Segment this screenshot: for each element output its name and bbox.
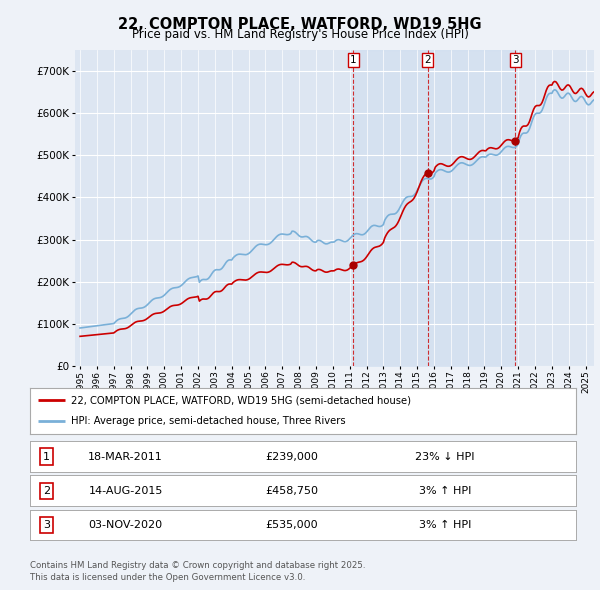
Text: 3% ↑ HPI: 3% ↑ HPI [419, 520, 471, 530]
Text: £535,000: £535,000 [266, 520, 319, 530]
Text: 22, COMPTON PLACE, WATFORD, WD19 5HG (semi-detached house): 22, COMPTON PLACE, WATFORD, WD19 5HG (se… [71, 395, 411, 405]
Text: £458,750: £458,750 [266, 486, 319, 496]
Text: 23% ↓ HPI: 23% ↓ HPI [415, 451, 475, 461]
Text: HPI: Average price, semi-detached house, Three Rivers: HPI: Average price, semi-detached house,… [71, 416, 346, 426]
Text: £239,000: £239,000 [266, 451, 319, 461]
Text: 1: 1 [43, 451, 50, 461]
Text: 1: 1 [350, 55, 356, 65]
Text: 2: 2 [424, 55, 431, 65]
Text: 3: 3 [43, 520, 50, 530]
Text: 18-MAR-2011: 18-MAR-2011 [88, 451, 163, 461]
Text: 14-AUG-2015: 14-AUG-2015 [88, 486, 163, 496]
Text: Price paid vs. HM Land Registry's House Price Index (HPI): Price paid vs. HM Land Registry's House … [131, 28, 469, 41]
Text: 22, COMPTON PLACE, WATFORD, WD19 5HG: 22, COMPTON PLACE, WATFORD, WD19 5HG [118, 17, 482, 31]
Text: 03-NOV-2020: 03-NOV-2020 [88, 520, 163, 530]
Text: 3: 3 [512, 55, 519, 65]
Text: Contains HM Land Registry data © Crown copyright and database right 2025.
This d: Contains HM Land Registry data © Crown c… [30, 561, 365, 582]
Text: 3% ↑ HPI: 3% ↑ HPI [419, 486, 471, 496]
Text: 2: 2 [43, 486, 50, 496]
